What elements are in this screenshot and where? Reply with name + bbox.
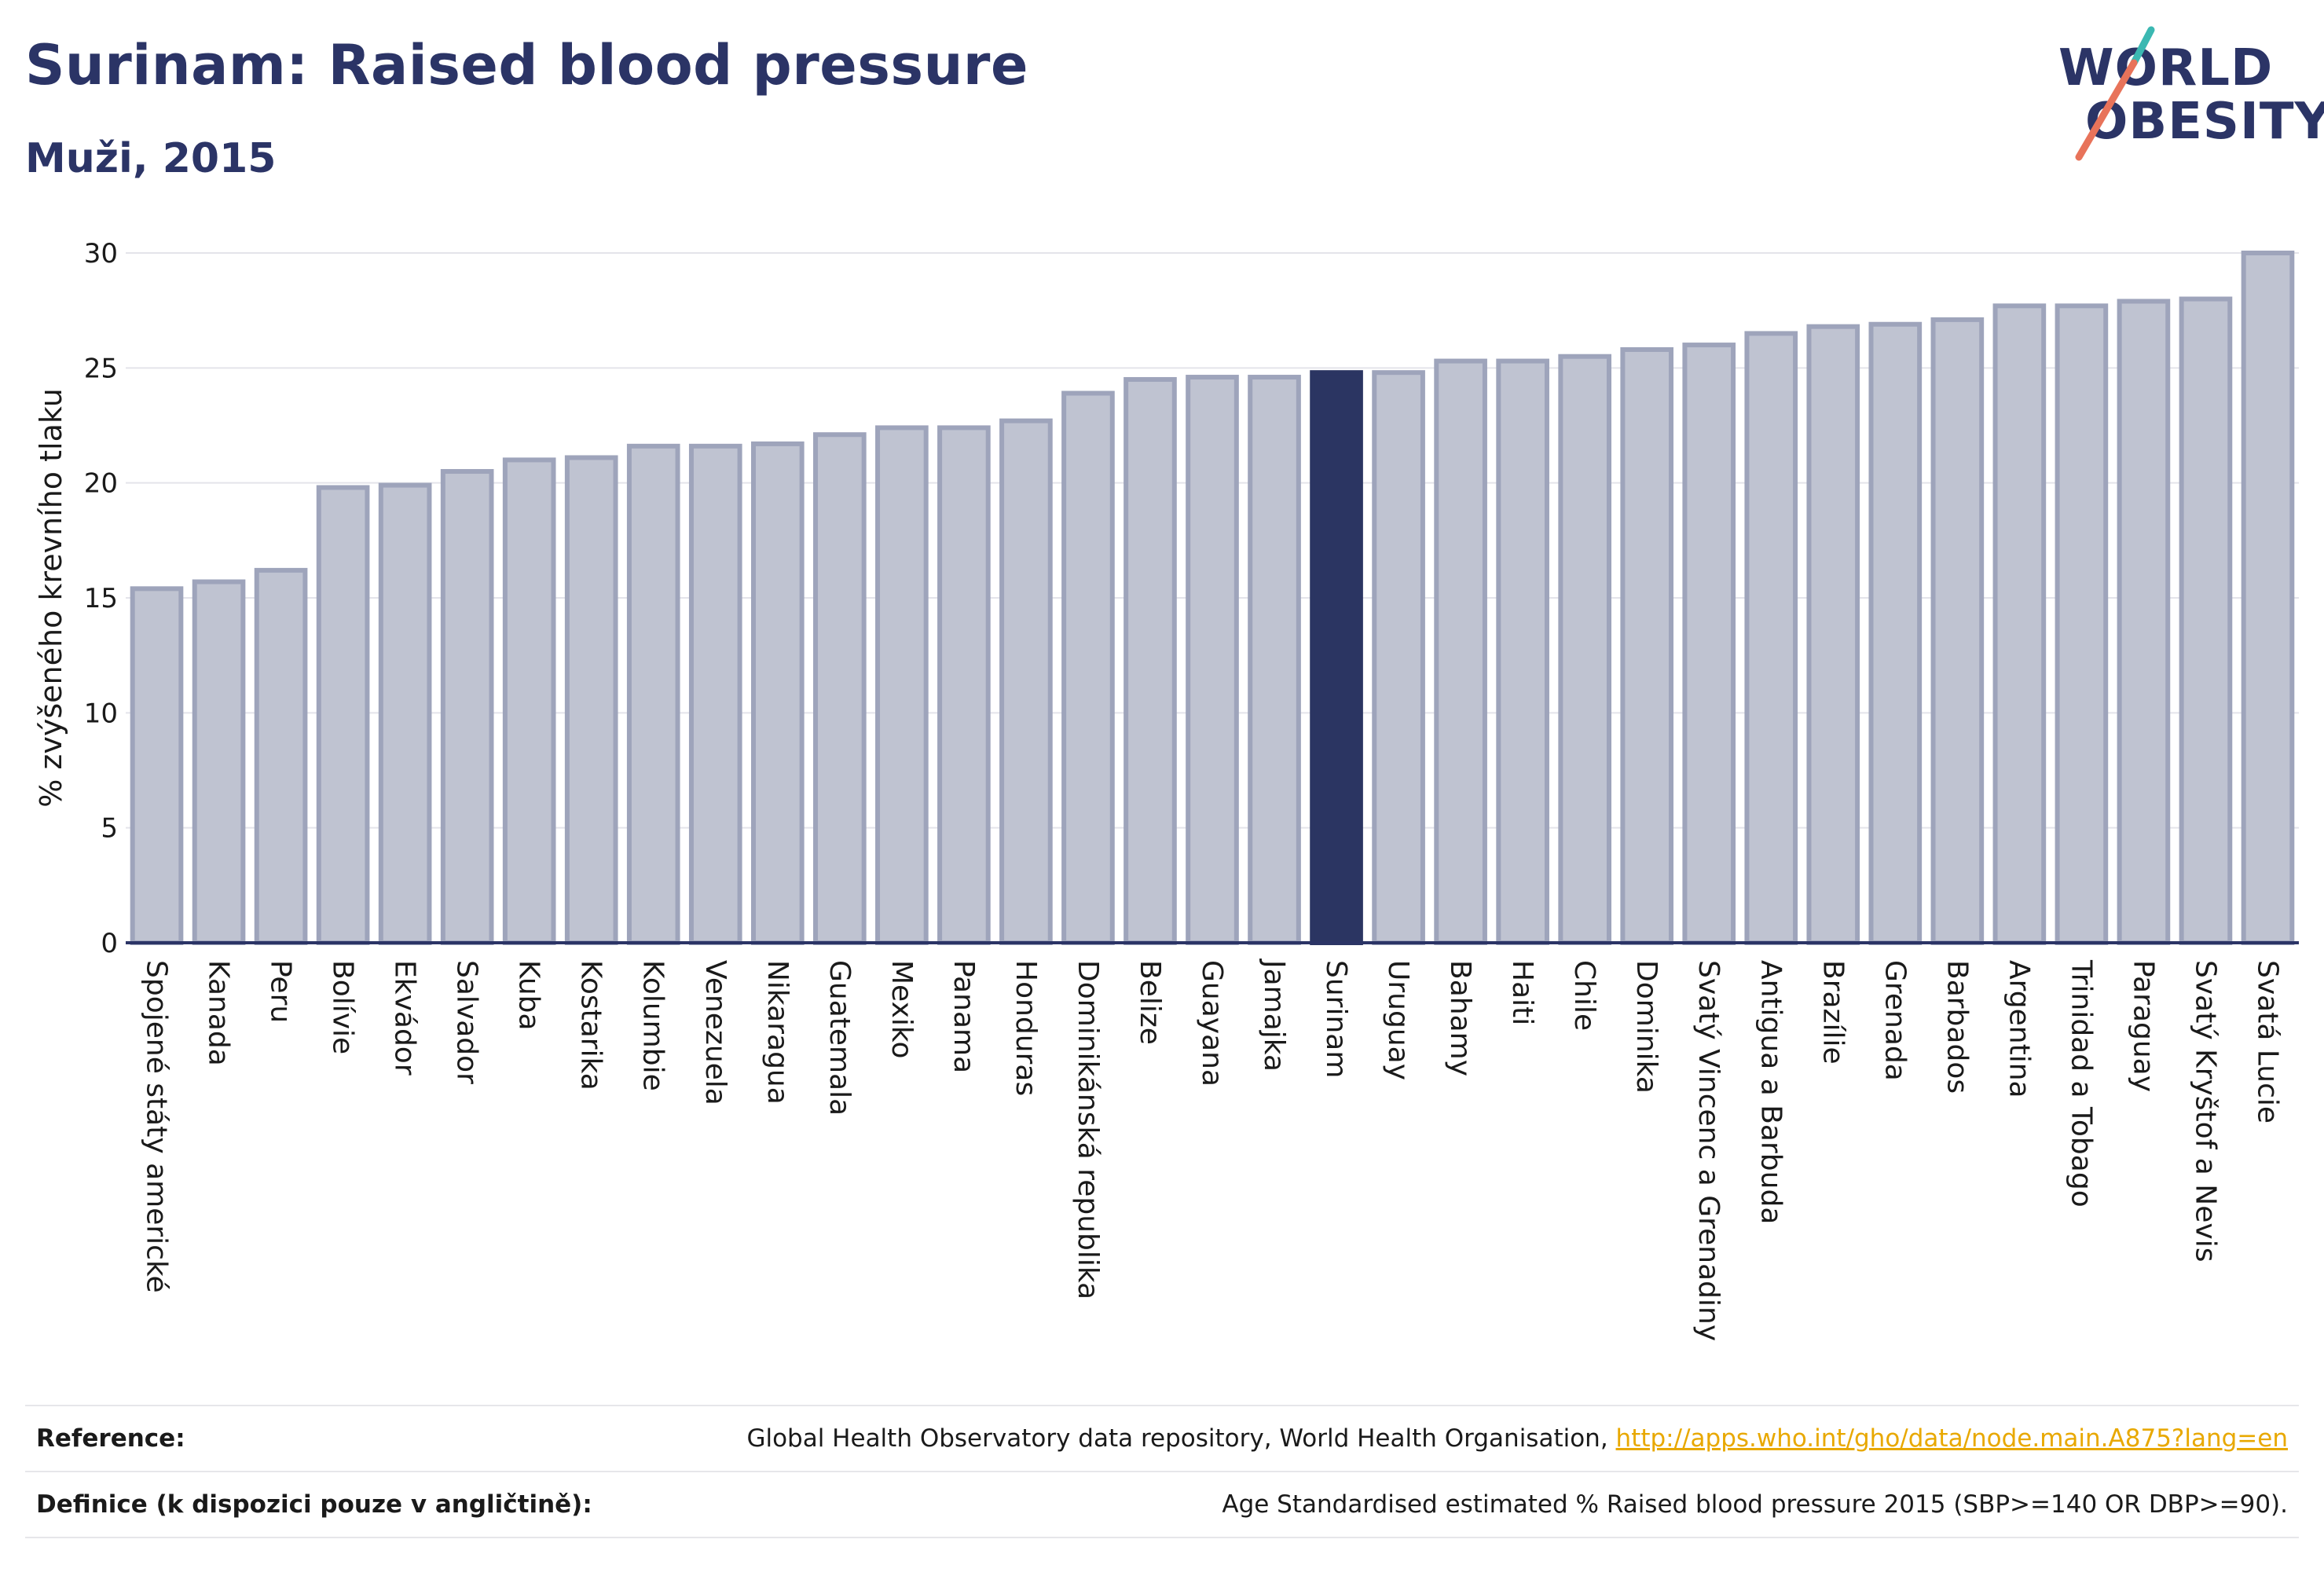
- x-tick-label: Panama: [948, 960, 980, 1073]
- x-tick-label: Venezuela: [699, 960, 731, 1105]
- reference-text: Global Health Observatory data repositor…: [746, 1424, 1616, 1453]
- x-tick-label: Trinidad a Tobago: [2065, 959, 2097, 1208]
- bar: [1248, 375, 1301, 946]
- x-tick-label: Haiti: [1506, 960, 1538, 1025]
- x-tick-label: Svatá Lucie: [2251, 960, 2283, 1123]
- bar: [1868, 321, 1923, 945]
- bar: [316, 485, 370, 945]
- bar: [564, 455, 618, 945]
- x-tick-label: Honduras: [1010, 960, 1042, 1096]
- bar: [1620, 346, 1674, 946]
- x-tick-label: Salvador: [451, 960, 483, 1084]
- reference-value: Global Health Observatory data repositor…: [746, 1424, 2299, 1453]
- y-axis-label: % zvýšeného krevního tlaku: [34, 388, 68, 808]
- x-tick-label: Mexiko: [885, 960, 918, 1058]
- definition-row: Definice (k dispozici pouze v angličtině…: [25, 1471, 2299, 1538]
- bar: [626, 443, 680, 945]
- bar: [502, 457, 556, 945]
- definition-label: Definice (k dispozici pouze v angličtině…: [36, 1490, 592, 1519]
- bar: [1434, 358, 1487, 945]
- bar: [1930, 317, 1985, 945]
- reference-label: Reference:: [36, 1424, 185, 1453]
- x-tick-label: Nikaragua: [761, 960, 794, 1105]
- x-tick-label: Belize: [1134, 960, 1166, 1045]
- x-tick-label: Grenada: [1879, 960, 1911, 1081]
- y-tick-label: 15: [84, 583, 118, 614]
- bar: [1186, 375, 1239, 946]
- x-tick-label: Kuba: [513, 960, 545, 1031]
- bar: [1992, 303, 2047, 945]
- bar: [2117, 299, 2171, 945]
- x-tick-label: Guatemala: [823, 960, 856, 1116]
- y-tick-label: 5: [101, 813, 118, 845]
- x-tick-label: Kostarika: [575, 960, 607, 1090]
- x-tick-label: Barbados: [1941, 960, 1973, 1094]
- bar: [2055, 303, 2109, 945]
- x-tick-label: Kanada: [203, 960, 235, 1066]
- x-tick-label: Uruguay: [1382, 960, 1414, 1080]
- x-tick-label: Spojené státy americké: [141, 960, 173, 1293]
- x-tick-label: Ekvádor: [389, 960, 421, 1076]
- bar: [440, 469, 494, 945]
- x-tick-label: Svatý Kryštof a Nevis: [2189, 960, 2221, 1262]
- x-tick-label: Jamajka: [1258, 958, 1290, 1072]
- x-tick-label: Brazílie: [1816, 960, 1849, 1065]
- bar: [1496, 358, 1549, 945]
- bar: [1744, 331, 1798, 945]
- x-tick-label: Dominikánská republika: [1072, 960, 1104, 1299]
- bar: [1061, 390, 1115, 945]
- bar: [192, 579, 246, 945]
- bar: [937, 425, 991, 945]
- y-tick-label: 0: [101, 928, 118, 959]
- reference-link[interactable]: http://apps.who.int/gho/data/node.main.A…: [1615, 1424, 2288, 1453]
- chart-subtitle: Muži, 2015: [25, 135, 277, 182]
- x-tick-label: Guayana: [1196, 960, 1228, 1087]
- bar: [378, 482, 432, 945]
- bar: [2241, 251, 2295, 945]
- x-tick-label: Peru: [265, 960, 297, 1023]
- bar: [1372, 370, 1425, 946]
- x-tick-label: Kolumbie: [637, 960, 669, 1091]
- x-tick-label: Chile: [1568, 960, 1600, 1031]
- bar: [1124, 376, 1177, 945]
- x-tick-label: Paraguay: [2127, 960, 2159, 1092]
- x-tick-label: Bahamy: [1444, 960, 1476, 1076]
- y-tick-label: 25: [84, 353, 118, 384]
- y-tick-label: 30: [84, 238, 118, 269]
- bar: [1806, 324, 1860, 945]
- bar: [1558, 354, 1611, 945]
- y-tick-label: 10: [84, 698, 118, 729]
- reference-row: Reference: Global Health Observatory dat…: [25, 1405, 2299, 1471]
- bar: [999, 418, 1053, 945]
- x-tick-label: Bolívie: [327, 960, 359, 1054]
- bar: [875, 425, 929, 945]
- x-tick-label: Svatý Vincenc a Grenadiny: [1692, 960, 1725, 1341]
- chart-title: Surinam: Raised blood pressure: [25, 33, 1028, 97]
- y-tick-label: 20: [84, 468, 118, 500]
- bar: [1310, 370, 1363, 946]
- bar-chart: 0 5 10 15 20 25 30 % zvýšeného krevního tlaku Sp…: [34, 238, 2299, 1341]
- bar: [750, 441, 805, 945]
- x-tick-label: Surinam: [1320, 960, 1352, 1078]
- bar: [688, 443, 742, 945]
- x-tick-label: Antigua a Barbuda: [1754, 960, 1787, 1224]
- bar: [813, 432, 867, 945]
- logo-slash-icon: [2075, 26, 2155, 161]
- world-obesity-logo: WORLD OBESITY: [2058, 22, 2324, 163]
- x-tick-label: Argentina: [2003, 960, 2035, 1098]
- definition-text: Age Standardised estimated % Raised bloo…: [1222, 1490, 2288, 1519]
- bar: [1682, 343, 1736, 946]
- bar: [130, 586, 184, 945]
- x-tick-label: Dominika: [1630, 960, 1662, 1094]
- reference-table: Reference: Global Health Observatory dat…: [25, 1405, 2299, 1538]
- bar: [2179, 296, 2233, 945]
- bar: [254, 567, 308, 945]
- logo-line2: OBESITY: [2085, 93, 2324, 151]
- logo-line1: WORLD: [2058, 39, 2274, 97]
